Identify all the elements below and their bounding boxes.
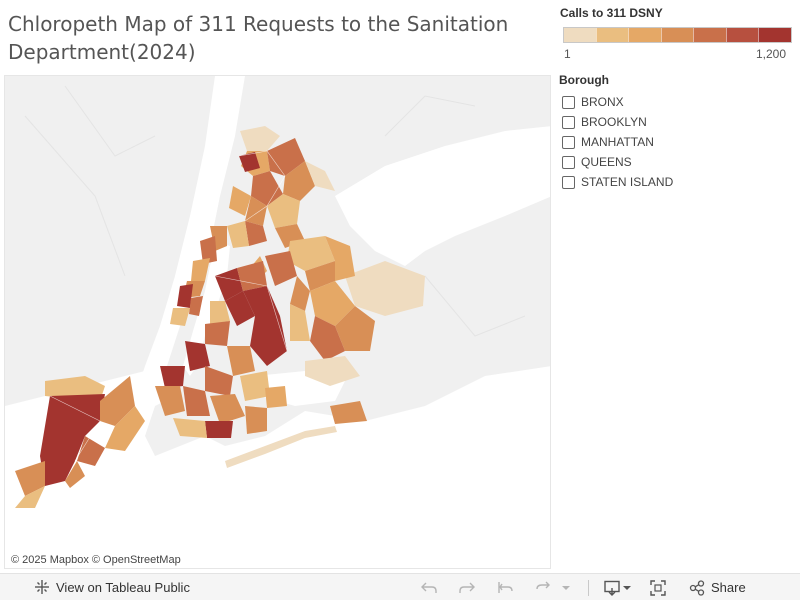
water-hudson [135, 76, 245, 396]
borough-option-label: QUEENS [581, 155, 632, 169]
borough-option-label: BRONX [581, 95, 624, 109]
borough-option-label: BROOKLYN [581, 115, 647, 129]
checkbox[interactable] [562, 155, 575, 169]
legend-max-label: 1,200 [756, 47, 787, 61]
share-icon [689, 579, 705, 596]
borough-option-label: STATEN ISLAND [581, 175, 674, 189]
page-title: Chloropeth Map of 311 Requests to the Sa… [8, 12, 509, 64]
color-ramp [563, 27, 792, 43]
checkbox[interactable] [562, 115, 575, 129]
revert-icon[interactable] [492, 576, 518, 600]
borough-option-bronx[interactable]: BRONX [562, 92, 673, 112]
borough-option-staten-island[interactable]: STATEN ISLAND [562, 172, 673, 192]
borough-brooklyn[interactable] [155, 261, 287, 438]
borough-staten-island[interactable] [15, 376, 145, 508]
toolbar-divider [588, 579, 589, 596]
chevron-down-icon[interactable] [560, 576, 572, 600]
borough-option-brooklyn[interactable]: BROOKLYN [562, 112, 673, 132]
redo-icon[interactable] [454, 576, 480, 600]
toolbar-actions: Share [416, 574, 746, 600]
checkbox[interactable] [562, 175, 575, 189]
download-icon[interactable] [603, 576, 633, 600]
fullscreen-icon[interactable] [645, 576, 671, 600]
share-label: Share [711, 580, 746, 595]
view-on-tableau-public-link[interactable]: View on Tableau Public [34, 579, 190, 595]
share-button[interactable]: Share [683, 579, 746, 596]
map-attribution: © 2025 Mapbox © OpenStreetMap [9, 554, 183, 566]
legend-swatch [758, 28, 792, 42]
map-canvas[interactable] [5, 76, 551, 569]
refresh-icon[interactable] [530, 576, 556, 600]
map-roads [24, 85, 526, 337]
tableau-toolbar: View on Tableau Public [0, 573, 800, 600]
water-long-island-sound [335, 126, 550, 266]
checkbox[interactable] [562, 135, 575, 149]
legend-min-label: 1 [564, 47, 571, 61]
legend-swatch [693, 28, 726, 42]
water-east-river [183, 241, 230, 376]
borough-option-queens[interactable]: QUEENS [562, 152, 673, 172]
undo-icon[interactable] [416, 576, 442, 600]
legend-swatch [725, 28, 759, 42]
legend-title: Calls to 311 DSNY [560, 6, 663, 20]
borough-filter-title: Borough [559, 73, 609, 87]
tract-outlines [49, 150, 288, 462]
legend-swatch [660, 28, 694, 42]
borough-option-manhattan[interactable]: MANHATTAN [562, 132, 673, 152]
borough-filter: BRONX BROOKLYN MANHATTAN QUEENS STATEN I… [562, 92, 673, 192]
borough-option-label: MANHATTAN [581, 135, 654, 149]
choropleth-map[interactable]: © 2025 Mapbox © OpenStreetMap [4, 75, 551, 569]
checkbox[interactable] [562, 95, 575, 109]
borough-queens[interactable] [225, 236, 425, 468]
legend-swatch [628, 28, 661, 42]
legend-swatch [564, 28, 596, 42]
legend-swatch [595, 28, 629, 42]
borough-manhattan[interactable] [170, 226, 227, 326]
view-on-tableau-public-label: View on Tableau Public [56, 579, 190, 595]
tableau-logo-icon [34, 579, 50, 595]
